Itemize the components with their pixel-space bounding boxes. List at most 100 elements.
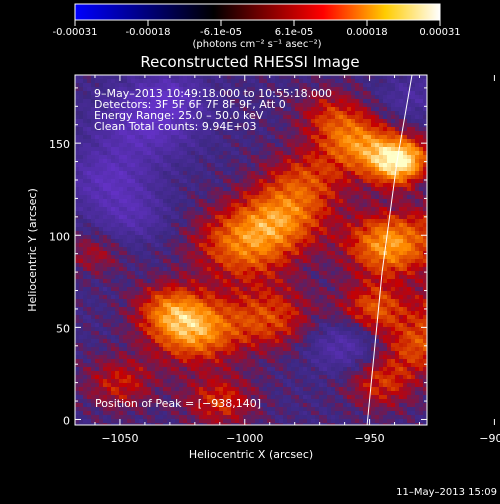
heatmap-cell bbox=[199, 279, 203, 283]
heatmap-cell bbox=[191, 159, 195, 163]
heatmap-cell bbox=[131, 283, 135, 287]
heatmap-cell bbox=[127, 363, 131, 367]
heatmap-cell bbox=[187, 327, 191, 331]
heatmap-cell bbox=[255, 347, 259, 351]
heatmap-cell bbox=[127, 183, 131, 187]
heatmap-cell bbox=[167, 247, 171, 251]
heatmap-cell bbox=[127, 415, 131, 419]
heatmap-cell bbox=[279, 367, 283, 371]
heatmap-cell bbox=[287, 319, 291, 323]
heatmap-cell bbox=[79, 251, 83, 255]
heatmap-cell bbox=[263, 271, 267, 275]
heatmap-cell bbox=[139, 363, 143, 367]
heatmap-cell bbox=[227, 219, 231, 223]
heatmap-cell bbox=[163, 299, 167, 303]
heatmap-cell bbox=[231, 351, 235, 355]
heatmap-cell bbox=[299, 135, 303, 139]
heatmap-cell bbox=[263, 299, 267, 303]
heatmap-cell bbox=[83, 251, 87, 255]
heatmap-cell bbox=[275, 247, 279, 251]
heatmap-cell bbox=[91, 271, 95, 275]
heatmap-cell bbox=[255, 255, 259, 259]
heatmap-cell bbox=[75, 151, 79, 155]
heatmap-cell bbox=[267, 399, 271, 403]
heatmap-cell bbox=[155, 419, 159, 423]
heatmap-cell bbox=[235, 211, 239, 215]
heatmap-cell bbox=[111, 235, 115, 239]
heatmap-cell bbox=[91, 255, 95, 259]
heatmap-cell bbox=[243, 371, 247, 375]
heatmap-cell bbox=[91, 299, 95, 303]
heatmap-cell bbox=[179, 239, 183, 243]
heatmap-cell bbox=[267, 255, 271, 259]
heatmap-cell bbox=[83, 255, 87, 259]
heatmap-cell bbox=[119, 139, 123, 143]
heatmap-cell bbox=[151, 179, 155, 183]
heatmap-cell bbox=[159, 179, 163, 183]
heatmap-cell bbox=[99, 351, 103, 355]
heatmap-cell bbox=[247, 283, 251, 287]
heatmap-cell bbox=[299, 247, 303, 251]
heatmap-cell bbox=[191, 139, 195, 143]
heatmap-cell bbox=[159, 187, 163, 191]
heatmap-cell bbox=[207, 267, 211, 271]
heatmap-cell bbox=[123, 371, 127, 375]
heatmap-cell bbox=[203, 219, 207, 223]
heatmap-cell bbox=[271, 395, 275, 399]
heatmap-cell bbox=[207, 359, 211, 363]
heatmap-cell bbox=[159, 335, 163, 339]
heatmap-cell bbox=[275, 199, 279, 203]
heatmap-cell bbox=[267, 143, 271, 147]
heatmap-cell bbox=[115, 359, 119, 363]
heatmap-cell bbox=[79, 315, 83, 319]
heatmap-cell bbox=[87, 383, 91, 387]
heatmap-cell bbox=[183, 171, 187, 175]
heatmap-cell bbox=[215, 419, 219, 423]
heatmap-cell bbox=[287, 347, 291, 351]
heatmap-cell bbox=[271, 383, 275, 387]
heatmap-cell bbox=[179, 359, 183, 363]
heatmap-cell bbox=[235, 295, 239, 299]
heatmap-cell bbox=[211, 303, 215, 307]
heatmap-cell bbox=[95, 379, 99, 383]
heatmap-cell bbox=[259, 79, 263, 83]
colorbar-tick-label: -0.00031 bbox=[53, 27, 98, 38]
heatmap-cell bbox=[235, 175, 239, 179]
heatmap-cell bbox=[299, 119, 303, 123]
heatmap-cell bbox=[87, 163, 91, 167]
heatmap-cell bbox=[147, 295, 151, 299]
heatmap-cell bbox=[139, 243, 143, 247]
heatmap-cell bbox=[211, 359, 215, 363]
heatmap-cell bbox=[207, 375, 211, 379]
heatmap-cell bbox=[75, 147, 79, 151]
heatmap-cell bbox=[207, 243, 211, 247]
heatmap-cell bbox=[195, 375, 199, 379]
heatmap-cell bbox=[163, 363, 167, 367]
heatmap-cell bbox=[171, 195, 175, 199]
heatmap-cell bbox=[259, 147, 263, 151]
heatmap-cell bbox=[251, 339, 255, 343]
heatmap-cell bbox=[151, 275, 155, 279]
heatmap-cell bbox=[155, 319, 159, 323]
heatmap-cell bbox=[243, 195, 247, 199]
heatmap-cell bbox=[227, 139, 231, 143]
heatmap-cell bbox=[227, 307, 231, 311]
heatmap-cell bbox=[199, 147, 203, 151]
heatmap-cell bbox=[287, 395, 291, 399]
heatmap-cell bbox=[251, 171, 255, 175]
heatmap-cell bbox=[215, 271, 219, 275]
heatmap-cell bbox=[151, 219, 155, 223]
heatmap-cell bbox=[95, 211, 99, 215]
heatmap-cell bbox=[215, 159, 219, 163]
heatmap-cell bbox=[251, 79, 255, 83]
heatmap-cell bbox=[155, 351, 159, 355]
heatmap-cell bbox=[159, 319, 163, 323]
heatmap-cell bbox=[95, 239, 99, 243]
heatmap-cell bbox=[203, 175, 207, 179]
heatmap-cell bbox=[183, 207, 187, 211]
heatmap-cell bbox=[79, 131, 83, 135]
heatmap-cell bbox=[179, 351, 183, 355]
heatmap-cell bbox=[87, 343, 91, 347]
heatmap-cell bbox=[151, 367, 155, 371]
heatmap-cell bbox=[139, 415, 143, 419]
